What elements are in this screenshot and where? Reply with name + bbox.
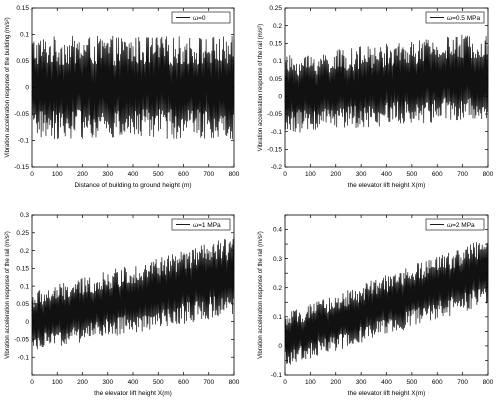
legend-box (171, 218, 231, 231)
x-tick-label: 700 (203, 171, 214, 178)
legend-label: ω=2 MPa (447, 222, 475, 229)
y-tick-label: -0.1 (18, 354, 30, 361)
y-axis-label: Vibration acceleration response of the r… (258, 24, 264, 152)
x-tick-label: 600 (178, 379, 189, 386)
y-tick-label: 0.3 (20, 212, 29, 219)
y-tick-label: 0 (25, 319, 29, 326)
y-tick-label: 0.25 (269, 5, 282, 12)
y-tick-label: 0.1 (20, 283, 29, 290)
x-tick-label: 0 (30, 171, 34, 178)
legend-box (425, 218, 485, 231)
series-line (284, 242, 489, 365)
x-tick-label: 200 (77, 379, 88, 386)
y-axis-label: Vibration acceleration response of the r… (258, 231, 264, 359)
x-axis-label: the elevator lift height X(m) (94, 390, 172, 397)
x-tick-label: 200 (77, 171, 88, 178)
x-tick-label: 600 (178, 171, 189, 178)
y-axis-label: Vibration acceleration response of the r… (5, 231, 11, 359)
chart-panel-top-left: 0 100 200 300 400 500 600 700 800 -0.15 -0.1 -0.05 0… (5, 5, 240, 189)
x-tick-label: 300 (102, 379, 113, 386)
y-tick-label: 0.1 (273, 314, 282, 321)
y-tick-label: 0.05 (16, 58, 29, 65)
x-tick-label: 800 (483, 171, 494, 178)
y-tick-label: -0.2 (271, 164, 283, 171)
x-axis-label: the elevator lift height X(m) (348, 182, 426, 189)
y-tick-label: -0.1 (271, 372, 283, 379)
x-tick-label: 500 (153, 379, 164, 386)
x-tick-label: 300 (102, 171, 113, 178)
x-tick-label: 600 (432, 379, 443, 386)
legend: ω=2 MPa (425, 218, 485, 231)
x-tick-label: 800 (229, 171, 240, 178)
x-tick-label: 400 (128, 379, 139, 386)
x-tick-label: 200 (330, 171, 341, 178)
x-tick-label: 0 (30, 379, 34, 386)
y-tick-label: -0.05 (267, 111, 282, 118)
legend: ω=0 (171, 11, 231, 24)
x-tick-label: 200 (330, 379, 341, 386)
x-tick-label: 100 (305, 171, 316, 178)
legend-label: ω=0.5 MPa (447, 15, 480, 22)
y-tick-label: 0 (278, 94, 282, 101)
x-axis-label: the elevator lift height X(m) (348, 390, 426, 397)
y-tick-label: 0.2 (273, 23, 282, 30)
series-line (31, 236, 235, 350)
x-tick-label: 100 (52, 379, 63, 386)
y-tick-label: 0 (25, 85, 29, 92)
series-line (284, 34, 489, 133)
legend-box (425, 11, 485, 24)
y-tick-label: 0.25 (16, 230, 29, 237)
x-tick-label: 500 (406, 379, 417, 386)
x-tick-label: 400 (381, 171, 392, 178)
x-tick-label: 800 (483, 379, 494, 386)
x-axis-label: Distance of building to ground height (m… (74, 182, 191, 189)
x-tick-label: 100 (52, 171, 63, 178)
x-tick-label: 0 (283, 379, 287, 386)
y-tick-label: 0.15 (16, 266, 29, 273)
y-tick-label: 0.3 (273, 256, 282, 263)
x-tick-label: 300 (356, 171, 367, 178)
x-tick-label: 300 (356, 379, 367, 386)
y-tick-label: 0.2 (20, 248, 29, 255)
y-tick-label: -0.15 (14, 164, 29, 171)
chart-panel-bottom-left: 0 100 200 300 400 500 600 700 800 -0.1 -0.05 0 0.05 0… (5, 212, 240, 397)
legend-box (171, 11, 231, 24)
x-tick-label: 500 (406, 171, 417, 178)
y-tick-label: -0.1 (271, 129, 283, 136)
y-tick-label: -0.1 (18, 138, 30, 145)
chart-panel-top-right: 0 100 200 300 400 500 600 700 800 -0.2 -0.15 -0.1 -0… (258, 5, 494, 189)
y-tick-label: 0.05 (16, 301, 29, 308)
y-tick-label: 0.1 (273, 58, 282, 65)
legend: ω=1 MPa (171, 218, 231, 231)
chart-panel-bottom-right: 0 100 200 300 400 500 600 700 800-0.100.10.20.30… (258, 214, 494, 397)
x-tick-label: 700 (457, 171, 468, 178)
y-tick-label: -0.05 (14, 111, 29, 118)
x-tick-label: 400 (128, 171, 139, 178)
y-tick-label: 0.15 (269, 41, 282, 48)
y-tick-label: 0.15 (16, 5, 29, 12)
y-tick-label: 0 (278, 343, 282, 350)
x-tick-label: 400 (381, 379, 392, 386)
x-tick-label: 800 (229, 379, 240, 386)
y-axis-label: Vibration acceleration response of the b… (5, 17, 11, 157)
x-tick-label: 0 (283, 171, 287, 178)
x-tick-label: 500 (153, 171, 164, 178)
y-tick-label: 0.05 (269, 76, 282, 83)
x-tick-label: 100 (305, 379, 316, 386)
x-tick-label: 700 (457, 379, 468, 386)
legend-label: ω=1 MPa (193, 222, 221, 229)
y-tick-label: 0.1 (20, 32, 29, 39)
x-tick-label: 700 (203, 379, 214, 386)
x-tick-label: 600 (432, 171, 443, 178)
series-line (31, 35, 235, 140)
y-tick-label: 0.2 (273, 285, 282, 292)
legend-label: ω=0 (193, 15, 206, 22)
legend: ω=0.5 MPa (425, 11, 485, 24)
y-tick-label: -0.15 (267, 147, 282, 154)
y-tick-label: -0.05 (14, 337, 29, 344)
y-tick-label: 0.4 (273, 227, 282, 234)
